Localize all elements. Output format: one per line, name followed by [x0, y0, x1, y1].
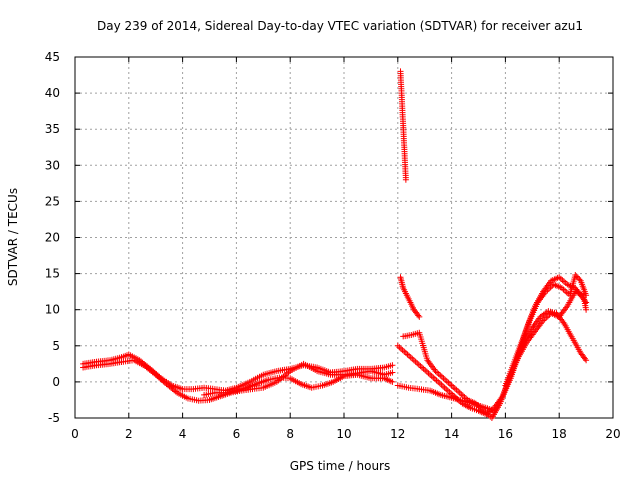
series-arc-8 [502, 272, 590, 389]
y-tick-label: 30 [45, 158, 60, 172]
data-point [576, 276, 583, 283]
data-point [583, 306, 590, 313]
y-tick-label: 15 [45, 267, 60, 281]
data-point [575, 274, 581, 281]
x-tick-label: 10 [336, 427, 351, 441]
y-tick-label: 40 [45, 86, 60, 100]
data-point [402, 176, 409, 183]
data-point [389, 362, 396, 369]
ticks: 0 2 4 6 8 10 12 14 16 18 20 -5 0 5 10 15 20 25 30 35 40 45 [45, 50, 621, 441]
series-arc-4 [397, 274, 423, 320]
data-point [583, 292, 590, 299]
x-tick-label: 2 [125, 427, 133, 441]
chart-title: Day 239 of 2014, Sidereal Day-to-day VTE… [97, 19, 583, 33]
data-point [389, 369, 396, 376]
data-point [583, 357, 590, 364]
grid [75, 57, 613, 418]
y-tick-label: 45 [45, 50, 60, 64]
y-tick-label: 20 [45, 231, 60, 245]
y-tick-label: 0 [52, 375, 60, 389]
x-tick-label: 12 [390, 427, 405, 441]
series-arc-2 [80, 357, 396, 404]
series-arc-3 [201, 371, 396, 398]
y-axis-label: SDTVAR / TECUs [6, 188, 20, 286]
data-point [415, 312, 422, 319]
x-tick-label: 0 [71, 427, 79, 441]
data-points [80, 68, 590, 421]
y-tick-label: 5 [52, 339, 60, 353]
y-tick-label: 25 [45, 194, 60, 208]
series-spike [397, 68, 409, 183]
x-tick-label: 6 [233, 427, 241, 441]
x-tick-label: 8 [286, 427, 294, 441]
y-tick-label: -5 [48, 411, 60, 425]
x-tick-label: 14 [444, 427, 459, 441]
data-point [582, 355, 588, 362]
y-tick-label: 10 [45, 303, 60, 317]
data-point [416, 313, 423, 320]
x-tick-label: 4 [179, 427, 187, 441]
x-tick-label: 20 [605, 427, 620, 441]
series-arc-7 [394, 288, 590, 414]
x-tick-label: 18 [552, 427, 567, 441]
data-point [389, 378, 396, 385]
data-point [573, 273, 580, 280]
y-tick-label: 35 [45, 122, 60, 136]
x-axis-label: GPS time / hours [290, 459, 391, 473]
x-tick-label: 16 [498, 427, 513, 441]
